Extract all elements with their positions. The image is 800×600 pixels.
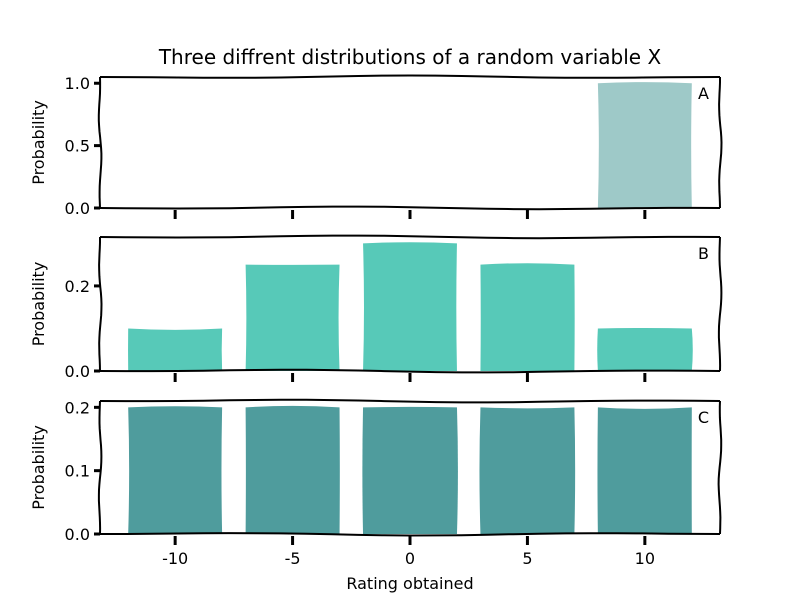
y-tick-label: 0.5 xyxy=(65,137,90,156)
x-axis-label: Rating obtained xyxy=(346,574,473,593)
y-tick-label: 0.0 xyxy=(65,199,90,218)
frame-top xyxy=(99,398,721,404)
bar-C-0 xyxy=(362,406,458,534)
y-tick-label: 0.2 xyxy=(65,398,90,417)
frame-bottom xyxy=(99,205,721,211)
panel-C: 0.0 0.1 0.2 Probability C -10 -5 0 5 10 xyxy=(29,398,723,568)
y-tick-label: 0.1 xyxy=(65,462,90,481)
frame-top xyxy=(99,74,721,79)
bar-A-10 xyxy=(597,82,692,208)
frame-top xyxy=(99,234,721,240)
y-axis-label: Probability xyxy=(29,425,48,510)
x-tick-label: -5 xyxy=(285,549,301,568)
panel-frame-C xyxy=(97,398,723,537)
bar-C-10 xyxy=(597,407,692,534)
y-axis-label: Probability xyxy=(29,262,48,347)
frame-bottom xyxy=(99,368,721,374)
x-tick-label: 0 xyxy=(405,549,415,568)
y-tick-label: 1.0 xyxy=(65,74,90,93)
frame-left xyxy=(97,400,103,535)
bar-B--10 xyxy=(128,328,223,371)
panel-frame-B xyxy=(98,234,723,374)
bar-C--5 xyxy=(245,405,340,534)
panel-B: 0.0 0.2 Probability B xyxy=(29,234,723,382)
frame-right xyxy=(717,236,723,372)
panel-A: 0.0 0.5 1.0 Probability A xyxy=(29,74,723,219)
bar-C--10 xyxy=(128,406,223,534)
x-tick-label: 10 xyxy=(635,549,655,568)
y-tick-label: 0.0 xyxy=(65,362,90,381)
bar-B-0 xyxy=(363,242,457,371)
frame-left xyxy=(98,237,103,372)
panel-label-B: B xyxy=(698,244,709,263)
frame-right xyxy=(717,400,723,535)
y-axis-label: Probability xyxy=(29,100,48,185)
bar-B--5 xyxy=(245,264,340,371)
x-tick-label: -10 xyxy=(162,549,188,568)
panels-group: 0.00.51.0ProbabilityA0.00.2ProbabilityB0… xyxy=(29,74,723,568)
bar-C-5 xyxy=(479,407,576,534)
frame-bottom xyxy=(100,532,721,537)
panel-label-C: C xyxy=(698,408,709,427)
bar-B-5 xyxy=(480,263,575,371)
frame-left xyxy=(97,76,103,209)
chart-title: Three diffrent distributions of a random… xyxy=(158,45,662,69)
frame-right xyxy=(718,77,723,209)
y-tick-label: 0.2 xyxy=(65,277,90,296)
panel-label-A: A xyxy=(698,84,709,103)
y-tick-label: 0.0 xyxy=(65,525,90,544)
bar-B-10 xyxy=(597,328,693,371)
x-tick-label: 5 xyxy=(522,549,532,568)
panel-frame-A xyxy=(97,74,723,211)
